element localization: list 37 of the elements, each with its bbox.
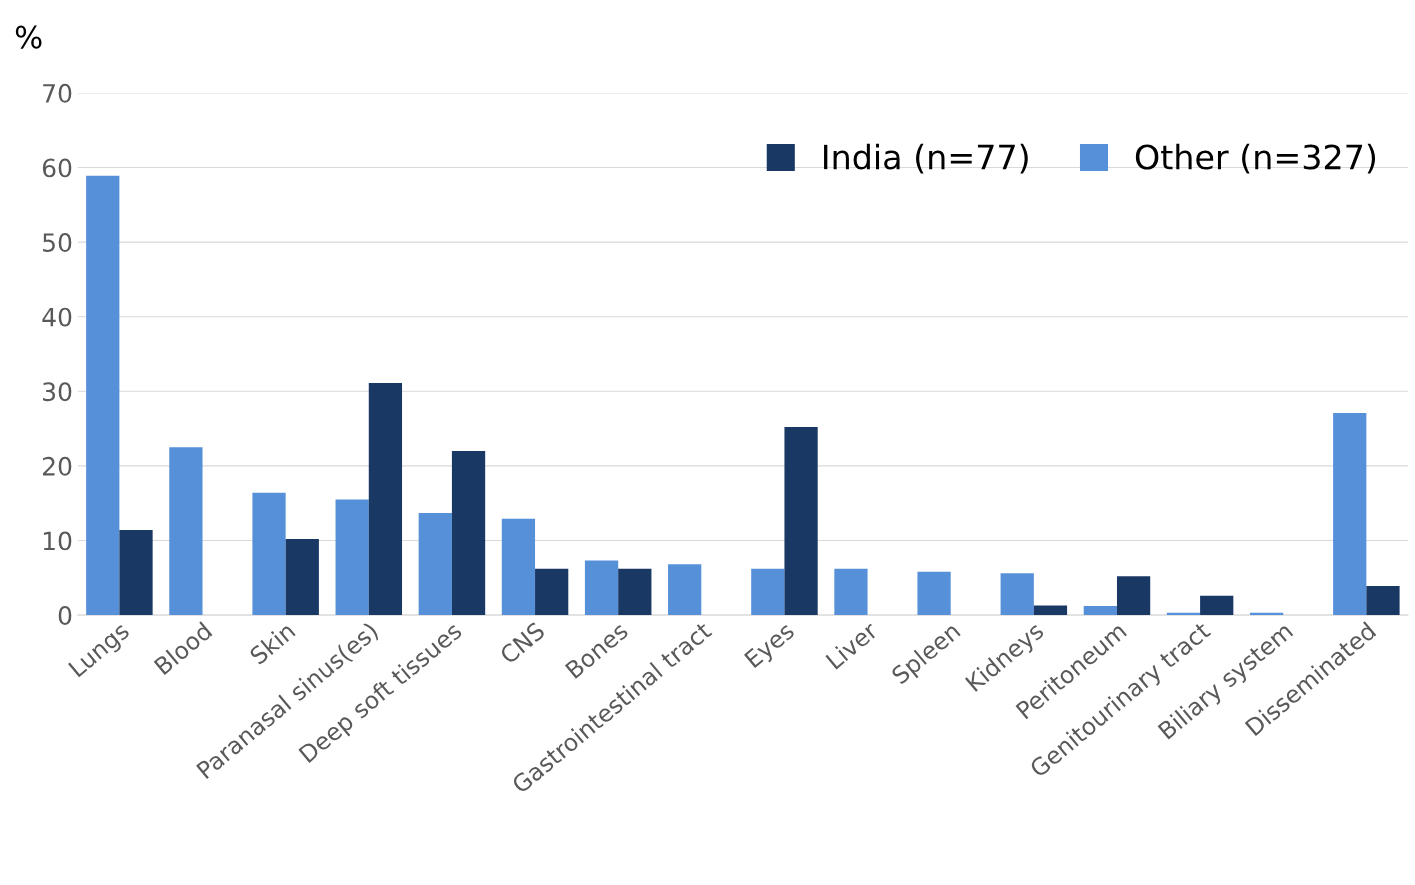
bar: [119, 530, 153, 616]
bar: [584, 560, 619, 616]
bar: [451, 450, 486, 616]
bar: [1083, 606, 1117, 616]
bar: [1033, 605, 1068, 616]
bar: [917, 571, 951, 616]
bar: [668, 564, 702, 616]
bar: [784, 427, 818, 616]
bar: [169, 447, 203, 616]
bar: [252, 492, 286, 616]
bar: [1116, 576, 1151, 616]
bar: [285, 538, 319, 616]
bar: [335, 499, 369, 616]
y-tick-label: 20: [42, 456, 72, 476]
bar: [618, 568, 652, 616]
bar: [1366, 585, 1400, 616]
y-tick-label: 30: [43, 382, 72, 402]
y-tick-label: 10: [43, 531, 72, 551]
bar: [1000, 573, 1034, 616]
bar: [1200, 595, 1234, 616]
bar: [86, 175, 120, 616]
y-axis-title: %: [15, 25, 42, 49]
bar: [501, 518, 536, 616]
bar: [834, 568, 868, 616]
bar: [751, 568, 785, 616]
legend-label: India (n=77): [824, 143, 1028, 174]
y-tick-label: 70: [43, 83, 72, 103]
y-tick-label: 0: [58, 606, 72, 625]
bar: [418, 512, 452, 616]
bar: [368, 383, 403, 616]
y-tick-label: 40: [42, 307, 72, 327]
bar: [535, 568, 569, 616]
x-tick-label: CNS: [498, 621, 546, 665]
y-tick-label: 60: [42, 158, 72, 178]
y-tick-label: 50: [43, 233, 72, 252]
bar: [1333, 412, 1367, 616]
legend-label: Other (n=327): [1135, 143, 1376, 174]
